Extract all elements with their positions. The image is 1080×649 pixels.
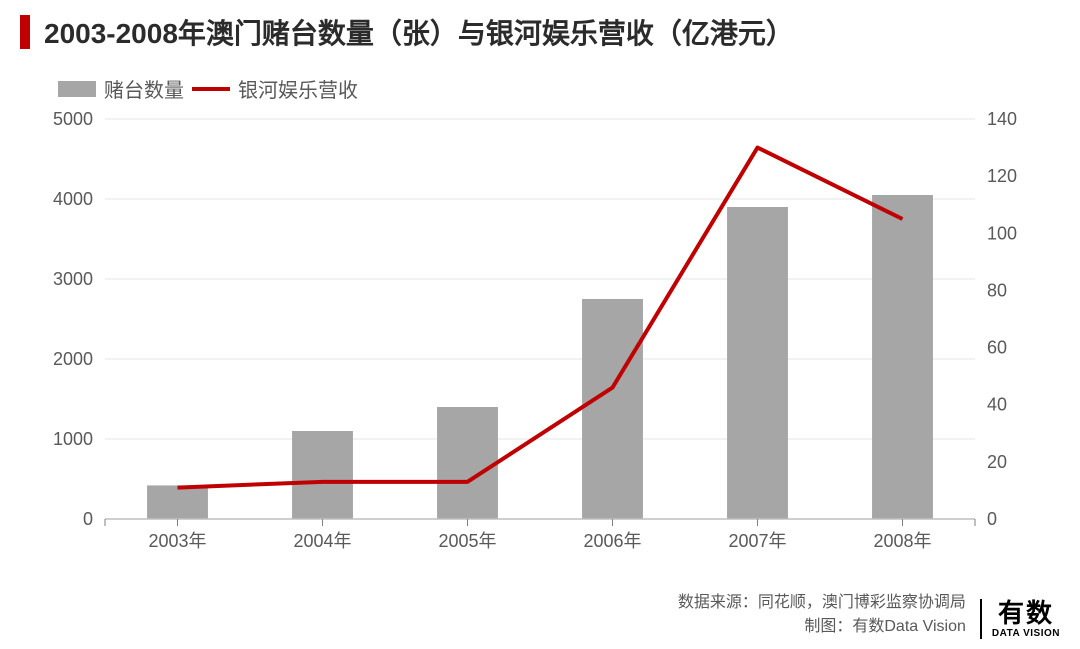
svg-text:60: 60 xyxy=(987,338,1007,358)
footer: 数据来源：同花顺，澳门博彩监察协调局 制图：有数Data Vision 有数 D… xyxy=(678,591,1060,639)
bar xyxy=(872,195,933,519)
credit-line: 制图：有数Data Vision xyxy=(678,615,966,639)
svg-text:20: 20 xyxy=(987,452,1007,472)
svg-text:2008年: 2008年 xyxy=(873,531,931,551)
svg-text:100: 100 xyxy=(987,223,1017,243)
svg-text:0: 0 xyxy=(83,509,93,529)
svg-text:2007年: 2007年 xyxy=(728,531,786,551)
svg-text:120: 120 xyxy=(987,166,1017,186)
title-bar: 2003-2008年澳门赌台数量（张）与银河娱乐营收（亿港元） xyxy=(0,0,1080,60)
chart-svg: 0 1000 2000 3000 4000 5000 0 20 40 60 80 100 120 140 2… xyxy=(35,109,1045,569)
legend-line-label: 银河娱乐营收 xyxy=(238,74,358,103)
chart-area: 0 1000 2000 3000 4000 5000 0 20 40 60 80 100 120 140 2… xyxy=(35,109,1045,569)
svg-text:2003年: 2003年 xyxy=(148,531,206,551)
bar xyxy=(292,431,353,519)
legend-bar-swatch xyxy=(58,81,96,97)
bar xyxy=(582,299,643,519)
footer-text: 数据来源：同花顺，澳门博彩监察协调局 制图：有数Data Vision xyxy=(678,591,966,639)
legend-bar-label: 赌台数量 xyxy=(104,74,184,103)
svg-text:140: 140 xyxy=(987,109,1017,129)
title-accent xyxy=(20,15,30,49)
bar xyxy=(147,485,208,519)
svg-text:80: 80 xyxy=(987,280,1007,300)
svg-text:2005年: 2005年 xyxy=(438,531,496,551)
svg-text:0: 0 xyxy=(987,509,997,529)
bar xyxy=(437,407,498,519)
svg-text:2006年: 2006年 xyxy=(583,531,641,551)
svg-text:5000: 5000 xyxy=(53,109,93,129)
logo-cn: 有数 xyxy=(998,599,1054,628)
legend-line-swatch xyxy=(192,87,230,91)
logo-en: DATA VISION xyxy=(992,628,1060,639)
svg-text:4000: 4000 xyxy=(53,189,93,209)
svg-text:2004年: 2004年 xyxy=(293,531,351,551)
legend: 赌台数量 银河娱乐营收 xyxy=(0,60,1080,109)
svg-text:40: 40 xyxy=(987,395,1007,415)
logo: 有数 DATA VISION xyxy=(980,599,1060,639)
svg-text:1000: 1000 xyxy=(53,429,93,449)
svg-text:3000: 3000 xyxy=(53,269,93,289)
bar xyxy=(727,207,788,519)
chart-title: 2003-2008年澳门赌台数量（张）与银河娱乐营收（亿港元） xyxy=(44,12,794,52)
source-line: 数据来源：同花顺，澳门博彩监察协调局 xyxy=(678,591,966,615)
svg-text:2000: 2000 xyxy=(53,349,93,369)
